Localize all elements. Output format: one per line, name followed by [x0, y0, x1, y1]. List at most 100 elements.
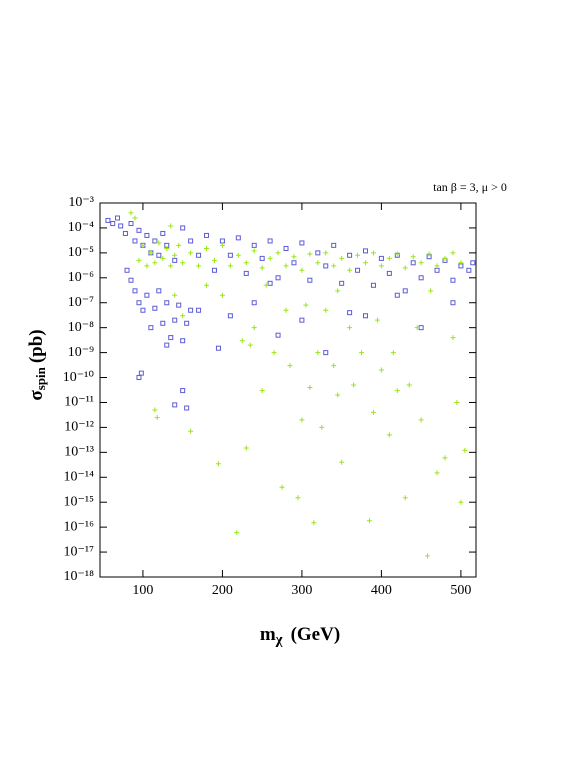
point	[164, 245, 170, 251]
point	[418, 417, 424, 423]
point	[128, 277, 134, 283]
point	[219, 238, 225, 244]
point	[136, 300, 142, 306]
point	[450, 300, 456, 306]
point	[180, 260, 186, 266]
point	[219, 292, 225, 298]
y-tick-label: 10⁻⁵	[68, 245, 94, 260]
point	[144, 263, 150, 269]
point	[172, 402, 178, 408]
x-tick-label: 200	[212, 583, 233, 598]
point	[386, 255, 392, 261]
point	[204, 245, 210, 251]
point	[251, 242, 257, 248]
point	[283, 245, 289, 251]
point	[450, 335, 456, 341]
point	[263, 282, 269, 288]
point	[148, 325, 154, 331]
point	[418, 325, 424, 331]
point	[386, 270, 392, 276]
point	[164, 300, 170, 306]
point	[144, 232, 150, 238]
point	[331, 263, 337, 269]
point	[132, 238, 138, 244]
point	[370, 250, 376, 256]
y-tick-label: 10⁻¹⁰	[63, 370, 95, 385]
point	[136, 257, 142, 263]
y-tick-label: 10⁻³	[68, 195, 94, 210]
point	[172, 292, 178, 298]
point	[410, 254, 416, 260]
point	[363, 313, 369, 319]
annotation: tan β = 3, μ > 0	[433, 180, 507, 194]
point	[283, 263, 289, 269]
point	[402, 265, 408, 271]
point	[215, 461, 221, 467]
plot-frame	[99, 202, 477, 578]
y-tick-label: 10⁻¹¹	[64, 395, 94, 410]
y-tick-label: 10⁻¹⁵	[64, 494, 95, 509]
point	[118, 223, 124, 229]
point	[138, 370, 144, 376]
point	[105, 217, 111, 223]
point	[188, 307, 194, 313]
point	[466, 267, 472, 273]
point	[370, 409, 376, 415]
point	[339, 280, 345, 286]
point	[188, 250, 194, 256]
point	[335, 288, 341, 294]
y-tick-label: 10⁻⁸	[68, 320, 94, 335]
x-label-sub: χ	[275, 632, 284, 648]
point	[319, 424, 325, 430]
x-tick-label: 500	[450, 583, 471, 598]
point	[160, 255, 166, 261]
y-tick-label: 10⁻⁷	[68, 295, 94, 310]
point	[235, 252, 241, 258]
point	[386, 432, 392, 438]
point	[180, 338, 186, 344]
point	[402, 288, 408, 294]
point	[347, 325, 353, 331]
point	[227, 313, 233, 319]
point	[291, 254, 297, 260]
point	[295, 495, 301, 501]
point	[323, 250, 329, 256]
point	[303, 302, 309, 308]
point	[331, 242, 337, 248]
point	[267, 238, 273, 244]
point	[267, 280, 273, 286]
point	[363, 260, 369, 266]
point	[287, 363, 293, 369]
point	[394, 388, 400, 394]
point	[136, 227, 142, 233]
point	[114, 215, 120, 221]
y-tick-label: 10⁻⁴	[68, 220, 94, 235]
y-axis-label: σspin (pb)	[26, 329, 48, 400]
point	[188, 428, 194, 434]
point	[132, 215, 138, 221]
point	[196, 252, 202, 258]
point	[259, 255, 265, 261]
y-tick-label: 10⁻⁶	[68, 270, 94, 285]
point	[351, 382, 357, 388]
point	[235, 235, 241, 241]
point	[160, 320, 166, 326]
point	[168, 335, 174, 341]
point	[299, 417, 305, 423]
point	[251, 300, 257, 306]
point	[458, 499, 464, 505]
point	[239, 338, 245, 344]
point	[156, 252, 162, 258]
point	[152, 260, 158, 266]
point	[347, 267, 353, 273]
point	[204, 282, 210, 288]
point	[378, 263, 384, 269]
point	[204, 232, 210, 238]
point	[275, 250, 281, 256]
point	[128, 221, 134, 227]
x-label-main: m	[260, 624, 276, 645]
point	[267, 255, 273, 261]
point	[215, 345, 221, 351]
point	[394, 251, 400, 257]
